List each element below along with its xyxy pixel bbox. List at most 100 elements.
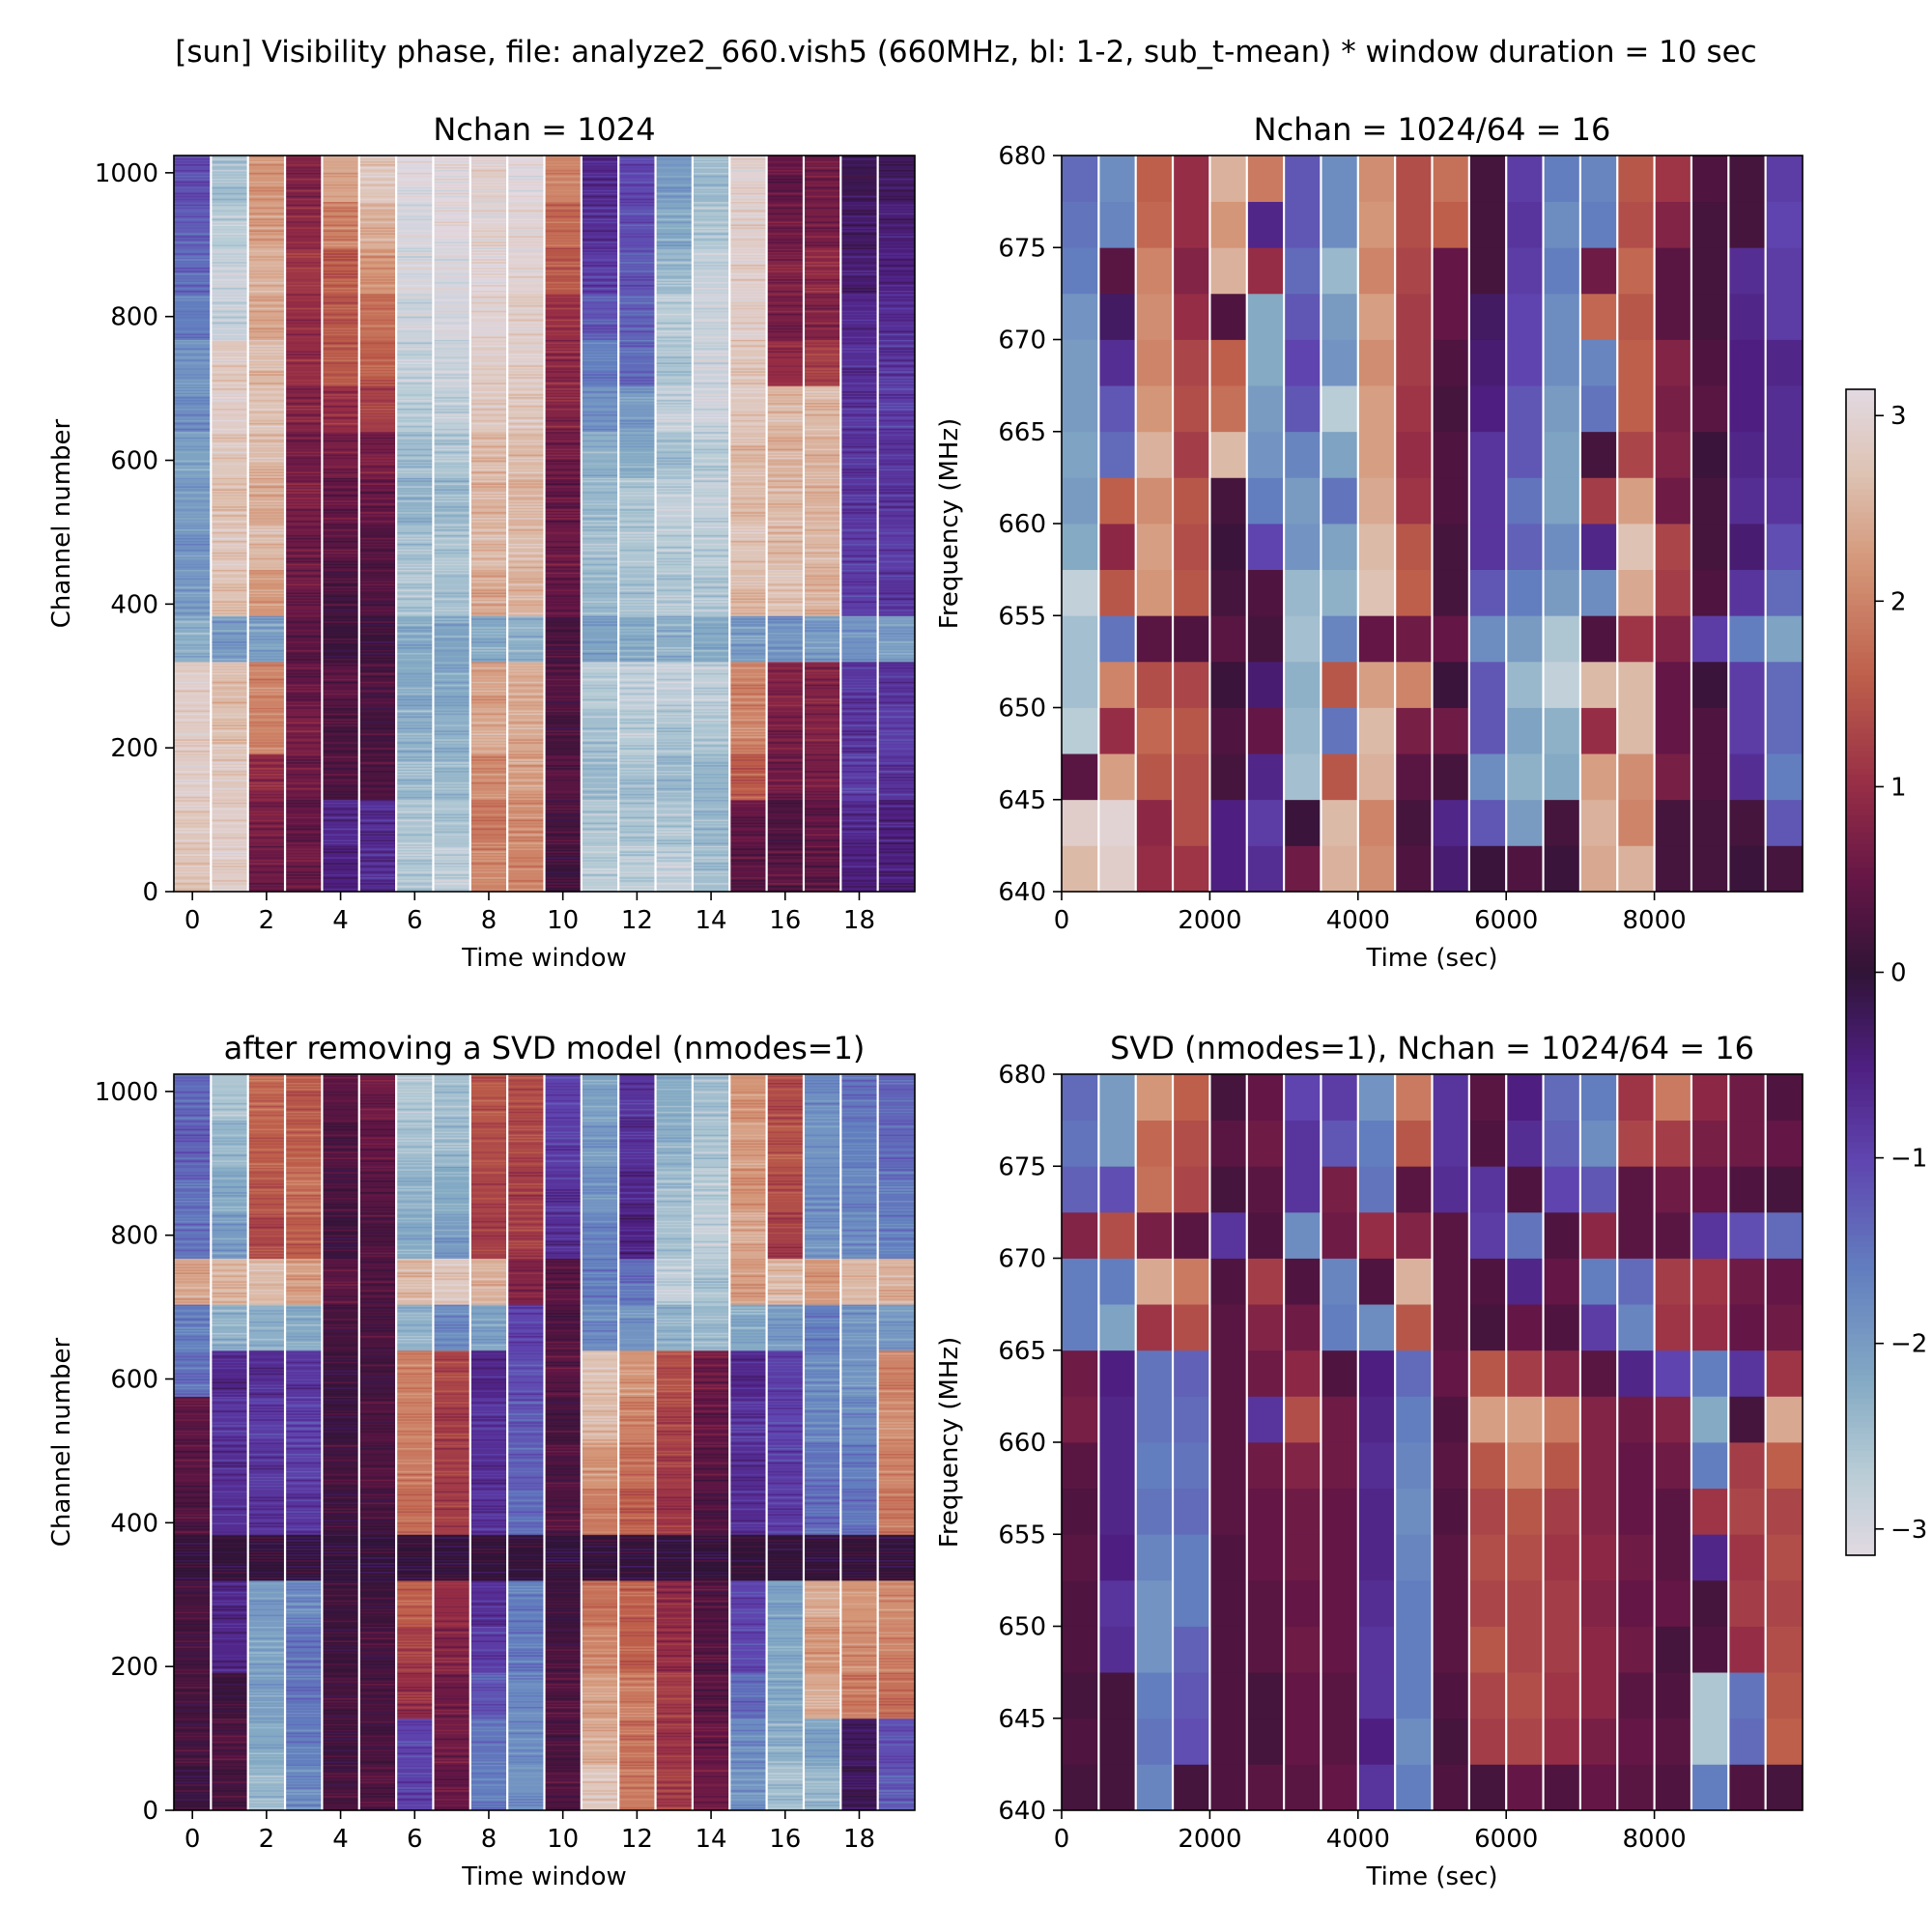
heatmap-stripe <box>396 851 434 853</box>
heatmap-stripe <box>396 557 434 560</box>
heatmap-stripe <box>174 636 212 638</box>
heatmap-stripe <box>766 492 805 494</box>
heatmap-stripe <box>174 304 212 307</box>
heatmap-stripe <box>618 768 657 770</box>
heatmap-stripe <box>729 716 768 719</box>
heatmap-stripe <box>581 799 619 802</box>
heatmap-stripe <box>396 857 434 859</box>
heatmap-stripe <box>655 483 694 485</box>
heatmap-stripe <box>174 557 212 560</box>
heatmap-stripe <box>211 710 249 713</box>
heatmap-stripe <box>433 868 471 870</box>
heatmap-stripe <box>766 796 805 799</box>
heatmap-stripe <box>544 336 582 339</box>
heatmap-stripe <box>211 486 249 488</box>
heatmap-stripe <box>655 262 694 264</box>
heatmap-stripe <box>766 281 805 284</box>
heatmap-stripe <box>581 201 619 204</box>
heatmap-stripe <box>766 639 805 640</box>
heatmap-stripe <box>803 356 841 358</box>
heatmap-stripe <box>581 759 619 761</box>
heatmap-stripe <box>766 693 805 696</box>
heatmap-stripe <box>507 276 545 278</box>
heatmap-stripe <box>544 166 582 169</box>
heatmap-stripe <box>433 598 471 601</box>
heatmap-stripe <box>469 460 508 463</box>
heatmap-stripe <box>766 675 805 678</box>
heatmap-stripe <box>469 655 508 658</box>
heatmap-stripe <box>692 431 730 434</box>
heatmap-stripe <box>655 646 694 649</box>
heatmap-stripe <box>358 204 397 207</box>
heatmap-stripe <box>174 290 212 293</box>
heatmap-stripe <box>766 716 805 719</box>
heatmap-stripe <box>174 307 212 310</box>
heatmap-stripe <box>358 704 397 707</box>
heatmap-stripe <box>618 753 657 755</box>
heatmap-stripe <box>692 250 730 252</box>
heatmap-stripe <box>507 837 545 839</box>
heatmap-stripe <box>803 863 841 865</box>
heatmap-stripe <box>544 787 582 790</box>
heatmap-stripe <box>247 213 286 215</box>
heatmap-stripe <box>211 172 249 175</box>
heatmap-stripe <box>433 524 471 526</box>
heatmap-stripe <box>581 851 619 853</box>
heatmap-stripe <box>469 342 508 345</box>
heatmap-stripe <box>618 664 657 667</box>
heatmap-stripe <box>433 595 471 598</box>
heatmap-stripe <box>655 773 694 776</box>
heatmap-stripe <box>729 405 768 408</box>
heatmap-stripe <box>433 492 471 494</box>
heatmap-stripe <box>581 348 619 351</box>
heatmap-stripe <box>729 466 768 469</box>
heatmap-stripe <box>729 704 768 707</box>
heatmap-stripe <box>544 790 582 793</box>
heatmap-stripe <box>729 500 768 502</box>
heatmap-stripe <box>766 549 805 552</box>
heatmap-stripe <box>247 883 286 885</box>
heatmap-stripe <box>433 845 471 848</box>
heatmap-stripe <box>433 753 471 755</box>
heatmap-stripe <box>211 719 249 722</box>
heatmap-stripe <box>692 684 730 687</box>
heatmap-stripe <box>358 773 397 776</box>
heatmap-stripe <box>322 583 360 586</box>
heatmap-stripe <box>469 845 508 848</box>
heatmap-stripe <box>469 710 508 713</box>
heatmap-stripe <box>766 345 805 348</box>
heatmap-stripe <box>581 802 619 805</box>
heatmap-stripe <box>766 157 805 160</box>
heatmap-stripe <box>655 354 694 356</box>
heatmap-stripe <box>507 636 545 638</box>
heatmap-stripe <box>211 419 249 422</box>
heatmap-stripe <box>692 290 730 293</box>
heatmap-stripe <box>544 569 582 572</box>
heatmap-stripe <box>285 380 323 382</box>
heatmap-stripe <box>322 604 360 606</box>
heatmap-stripe <box>618 810 657 813</box>
heatmap-stripe <box>507 411 545 413</box>
heatmap-stripe <box>247 581 286 583</box>
heatmap-stripe <box>322 874 360 876</box>
heatmap-stripe <box>581 615 619 617</box>
heatmap-stripe <box>581 512 619 514</box>
heatmap-stripe <box>581 528 619 531</box>
heatmap-stripe <box>211 837 249 839</box>
heatmap-stripe <box>803 693 841 696</box>
heatmap-stripe <box>692 848 730 850</box>
heatmap-stripe <box>285 781 323 784</box>
heatmap-stripe <box>618 543 657 546</box>
heatmap-stripe <box>358 416 397 419</box>
heatmap-stripe <box>396 781 434 784</box>
heatmap-stripe <box>433 554 471 557</box>
heatmap-stripe <box>247 413 286 416</box>
heatmap-stripe <box>285 383 323 384</box>
heatmap-stripe <box>211 799 249 802</box>
heatmap-stripe <box>655 428 694 431</box>
heatmap-stripe <box>544 848 582 850</box>
heatmap-stripe <box>285 239 323 241</box>
heatmap-stripe <box>803 719 841 722</box>
heatmap-stripe <box>507 552 545 554</box>
heatmap-stripe <box>692 661 730 664</box>
